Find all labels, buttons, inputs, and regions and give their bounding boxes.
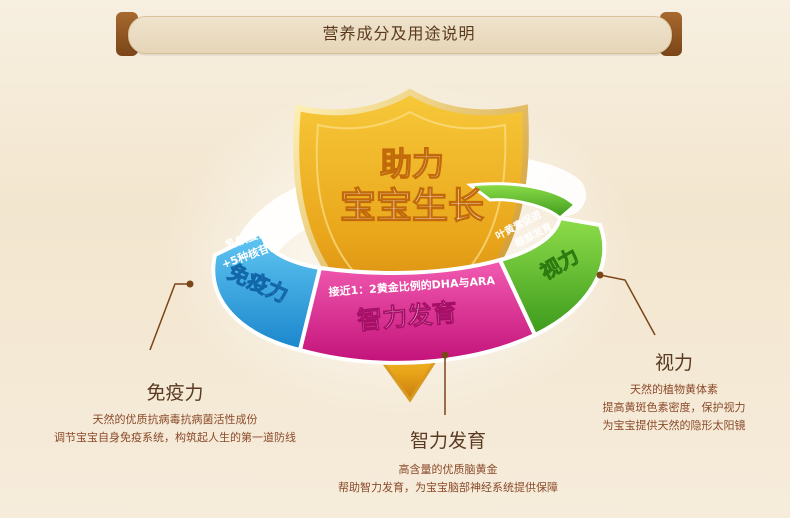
feature-vision: 视力 天然的植物黄体素 提高黄斑色素密度，保护视力 为宝宝提供天然的隐形太阳镜 [568, 348, 780, 435]
callout-dot-vision [596, 271, 604, 279]
header-bar [128, 16, 672, 54]
feature-vision-desc-2: 提高黄斑色素密度，保护视力 [602, 401, 746, 414]
callout-line-vision [599, 274, 656, 336]
shield-text-line2: 宝宝生长 [340, 186, 484, 227]
feature-vision-desc-1: 天然的植物黄体素 [630, 383, 718, 396]
ring-segment-vision [497, 215, 607, 338]
feature-immunity-desc-2: 调节宝宝自身免疫系统，构筑起人生的第一道防线 [54, 431, 296, 444]
ring-segment-vision-top [466, 182, 578, 220]
callout-line-immunity [149, 283, 190, 351]
feature-vision-desc-3: 为宝宝提供天然的隐形太阳镜 [602, 419, 746, 432]
feature-brain-desc-1: 高含量的优质脑黄金 [398, 463, 498, 476]
callout-dot-brain [441, 351, 449, 359]
feature-vision-title: 视力 [654, 352, 693, 374]
feature-brain: 智力发育 高含量的优质脑黄金 帮助智力发育，为宝宝脑部神经系统提供保障 [298, 426, 598, 497]
shield-text-line1: 助力 [380, 145, 444, 183]
feature-brain-desc-2: 帮助智力发育，为宝宝脑部神经系统提供保障 [338, 481, 558, 494]
callout-dot-immunity [186, 280, 194, 288]
feature-immunity: 免疫力 天然的优质抗病毒抗病菌活性成份 调节宝宝自身免疫系统，构筑起人生的第一道… [40, 378, 310, 447]
feature-immunity-title: 免疫力 [146, 382, 204, 404]
page-title: 营养成分及用途说明 [322, 24, 476, 43]
feature-brain-title: 智力发育 [409, 430, 486, 452]
feature-immunity-desc-1: 天然的优质抗病毒抗病菌活性成份 [92, 413, 258, 426]
